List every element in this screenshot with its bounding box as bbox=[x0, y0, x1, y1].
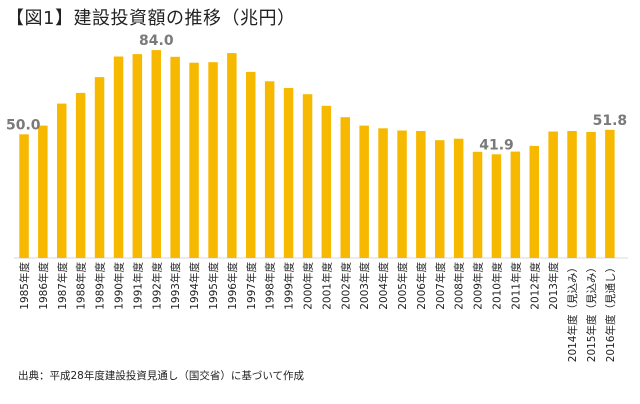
bar-2016年度（見通し） bbox=[605, 129, 615, 258]
bar-1989年度 bbox=[94, 77, 105, 258]
bar-2012年度 bbox=[529, 145, 539, 258]
x-tick-label: 1986年度 bbox=[37, 262, 50, 310]
x-tick-label: 1999年度 bbox=[283, 262, 296, 310]
chart-source-note: 出典：平成28年度建設投資見通し（国交省）に基づいて作成 bbox=[18, 370, 305, 382]
data-labels-group: 50.0 84.0 41.9 51.8 bbox=[6, 33, 627, 153]
x-tick-label: 1988年度 bbox=[75, 262, 88, 310]
bar-1988年度 bbox=[75, 92, 86, 259]
x-tick-label: 2003年度 bbox=[358, 262, 371, 310]
x-tick-label: 2008年度 bbox=[453, 262, 466, 310]
x-tick-label: 2012年度 bbox=[528, 262, 541, 310]
x-tick-label: 2007年度 bbox=[434, 262, 447, 310]
bar-1990年度 bbox=[113, 56, 124, 258]
bar-2003年度 bbox=[359, 125, 369, 258]
bar-1994年度 bbox=[189, 62, 199, 259]
x-tick-label: 1996年度 bbox=[226, 262, 239, 310]
x-tick-labels-group: 1985年度 1986年度 1987年度 1988年度 1989年度 1990年度 1991… bbox=[18, 262, 617, 363]
x-tick-label: 1995年度 bbox=[207, 262, 220, 310]
bar-2015年度（見込み） bbox=[586, 132, 596, 258]
bar-2010年度 bbox=[491, 154, 502, 258]
bar-2000年度 bbox=[302, 94, 313, 258]
x-tick-label: 2005年度 bbox=[396, 262, 409, 310]
x-tick-label: 1992年度 bbox=[150, 262, 163, 310]
bars-group bbox=[19, 50, 615, 259]
bar-2006年度 bbox=[416, 131, 426, 258]
x-tick-label: 2015年度（見込み） bbox=[585, 262, 598, 362]
bar-2014年度（見込み） bbox=[567, 131, 577, 258]
x-tick-label: 2006年度 bbox=[415, 262, 428, 310]
x-tick-label: 1990年度 bbox=[113, 262, 126, 310]
x-tick-label: 2016年度（見通し） bbox=[604, 262, 617, 362]
bar-2005年度 bbox=[397, 130, 407, 258]
bar-2011年度 bbox=[510, 151, 521, 258]
x-tick-label: 2010年度 bbox=[491, 262, 504, 310]
x-tick-label: 1987年度 bbox=[56, 262, 69, 310]
bar-2002年度 bbox=[340, 117, 350, 258]
x-tick-label: 2000年度 bbox=[302, 262, 315, 310]
bar-2004年度 bbox=[378, 128, 388, 258]
data-label-51.8: 51.8 bbox=[593, 113, 628, 129]
bar-2009年度 bbox=[472, 151, 483, 258]
x-tick-label: 1994年度 bbox=[188, 262, 201, 310]
bar-1998年度 bbox=[264, 81, 275, 258]
x-tick-label: 2001年度 bbox=[320, 262, 333, 310]
bar-2001年度 bbox=[321, 105, 332, 258]
bar-1985年度 bbox=[19, 134, 29, 259]
chart-title: 【図1】建設投資額の推移（兆円） bbox=[6, 8, 296, 29]
bar-1996年度 bbox=[227, 53, 237, 258]
x-tick-label: 2004年度 bbox=[377, 262, 390, 310]
bar-1993年度 bbox=[170, 56, 180, 258]
data-label-84.0: 84.0 bbox=[139, 33, 174, 49]
x-tick-label: 1985年度 bbox=[18, 262, 31, 310]
bar-1997年度 bbox=[246, 71, 256, 259]
x-tick-label: 2014年度（見込み） bbox=[566, 262, 579, 362]
x-tick-label: 1991年度 bbox=[131, 262, 144, 310]
x-tick-label: 2009年度 bbox=[472, 262, 485, 310]
bar-2013年度 bbox=[548, 131, 558, 258]
data-label-50.0: 50.0 bbox=[6, 117, 41, 133]
x-tick-label: 1997年度 bbox=[245, 262, 258, 310]
x-tick-label: 1993年度 bbox=[169, 262, 182, 310]
data-label-41.9: 41.9 bbox=[479, 137, 514, 153]
x-tick-label: 2011年度 bbox=[509, 262, 522, 310]
bar-1995年度 bbox=[208, 62, 218, 259]
x-tick-label: 2013年度 bbox=[547, 262, 560, 310]
bar-1991年度 bbox=[132, 54, 143, 258]
bar-1986年度 bbox=[38, 125, 48, 258]
bar-1999年度 bbox=[283, 88, 294, 258]
x-tick-label: 2002年度 bbox=[339, 262, 352, 310]
x-tick-label: 1998年度 bbox=[264, 262, 277, 310]
bar-2008年度 bbox=[453, 138, 464, 258]
bar-1987年度 bbox=[57, 103, 67, 258]
x-tick-label: 1989年度 bbox=[94, 262, 107, 310]
bar-1992年度 bbox=[151, 50, 161, 258]
bar-2007年度 bbox=[435, 140, 445, 258]
